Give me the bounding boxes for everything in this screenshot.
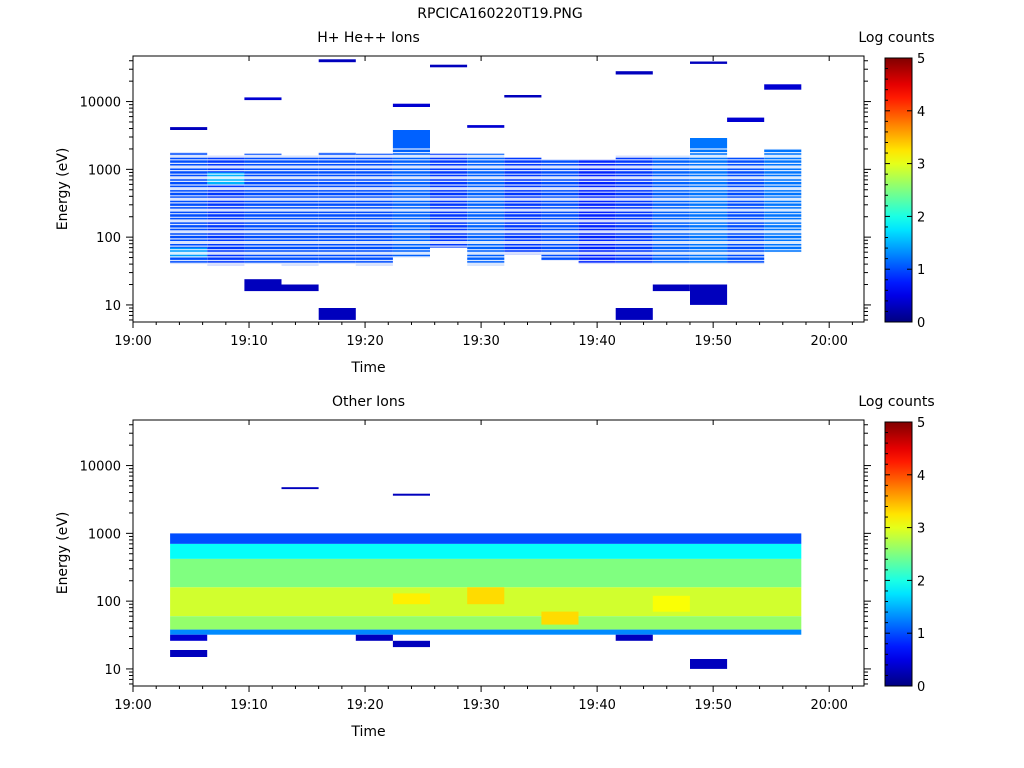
panel-title: H+ He++ Ions [317, 30, 420, 46]
x-tick-label: 19:00 [114, 334, 151, 349]
heatmap-cell [615, 71, 653, 75]
heatmap-cell [690, 284, 728, 305]
heatmap-cell [467, 125, 505, 128]
x-axis-label: Time [350, 360, 385, 376]
x-tick-label: 19:20 [346, 334, 383, 349]
panel-2: 19:00 19:10 19:20 19:30 19:40 19:50 20:0010100… [55, 394, 935, 740]
colorbar-tick-label: 3 [917, 522, 925, 537]
heatmap-cell [170, 127, 208, 130]
colorbar-tick-label: 5 [917, 52, 925, 67]
heatmap-cell [281, 284, 319, 292]
heatmap-cell [170, 616, 802, 630]
colorbar [884, 421, 913, 687]
y-tick-label: 10 [104, 299, 121, 314]
heatmap-cell [392, 103, 430, 107]
y-axis-label: Energy (eV) [55, 148, 71, 231]
colorbar-tick-label: 5 [917, 416, 925, 431]
y-tick-label: 10 [104, 663, 121, 678]
heatmap-cell [244, 279, 282, 292]
heatmap-cell [170, 629, 802, 635]
x-tick-label: 19:20 [346, 698, 383, 713]
colorbar-tick-label: 1 [917, 627, 925, 642]
heatmap-cell [170, 543, 802, 559]
heatmap-cell [318, 152, 356, 265]
heatmap-cell [652, 284, 690, 292]
panel-title: Other Ions [332, 394, 405, 410]
heatmap-cell [318, 308, 356, 320]
heatmap-cell [541, 611, 579, 625]
heatmap-cell [170, 152, 208, 265]
heatmap-cell [392, 640, 430, 648]
heatmap-cell [430, 64, 468, 68]
colorbar-tick-label: 4 [917, 105, 925, 120]
y-axis-label: Energy (eV) [55, 512, 71, 595]
x-tick-label: 19:30 [462, 698, 499, 713]
colorbar-tick-label: 0 [917, 680, 925, 695]
x-tick-label: 19:10 [230, 334, 267, 349]
heatmap-cell [170, 558, 802, 588]
x-tick-label: 20:00 [810, 698, 847, 713]
heatmap-cell [392, 493, 430, 496]
channel-gaps [133, 148, 864, 266]
heatmap-cell [281, 487, 319, 490]
colorbar-label: Log counts [858, 30, 934, 46]
x-tick-label: 20:00 [810, 334, 847, 349]
heatmap-cell [170, 533, 802, 544]
x-tick-label: 19:50 [694, 698, 731, 713]
heatmap-cell [170, 650, 208, 657]
colorbar-tick-label: 4 [917, 469, 925, 484]
y-tick-label: 100 [96, 595, 121, 610]
panel-1: 19:00 19:10 19:20 19:30 19:40 19:50 20:0010100… [55, 30, 935, 376]
colorbar-tick-label: 2 [917, 574, 925, 589]
heatmap-cell [615, 634, 653, 641]
heatmap-cell [504, 95, 542, 98]
x-tick-label: 19:10 [230, 698, 267, 713]
heatmap-cell [690, 61, 728, 64]
colorbar-tick-label: 0 [917, 316, 925, 331]
colorbar-tick-label: 2 [917, 210, 925, 225]
heatmap-cell [578, 159, 616, 265]
x-tick-label: 19:50 [694, 334, 731, 349]
heatmap-cell [355, 634, 393, 641]
heatmap-cell [170, 634, 208, 641]
plot-frame [132, 55, 865, 323]
heatmap-cell [244, 97, 282, 101]
colorbar [884, 57, 913, 323]
plot-frame [132, 419, 865, 687]
heatmap-cell [467, 587, 505, 605]
x-axis-label: Time [350, 724, 385, 740]
x-tick-label: 19:40 [578, 698, 615, 713]
heatmap-cell [764, 84, 802, 90]
x-tick-label: 19:40 [578, 334, 615, 349]
heatmap-cell [727, 117, 765, 122]
heatmap-cell [615, 308, 653, 320]
y-tick-label: 10000 [80, 96, 121, 111]
heatmap-cell [318, 59, 356, 63]
colorbar-label: Log counts [858, 394, 934, 410]
colorbar-tick-label: 3 [917, 158, 925, 173]
y-tick-label: 1000 [88, 527, 121, 542]
heatmap-cell [392, 130, 430, 258]
heatmap-cell [392, 593, 430, 605]
y-tick-label: 10000 [80, 460, 121, 475]
x-tick-label: 19:30 [462, 334, 499, 349]
colorbar-tick-label: 1 [917, 263, 925, 278]
heatmap-cell [690, 659, 728, 669]
y-tick-label: 1000 [88, 163, 121, 178]
page-title: RPCICA160220T19.PNG [417, 6, 583, 22]
y-tick-label: 100 [96, 231, 121, 246]
x-tick-label: 19:00 [114, 698, 151, 713]
heatmap-cell [652, 595, 690, 612]
